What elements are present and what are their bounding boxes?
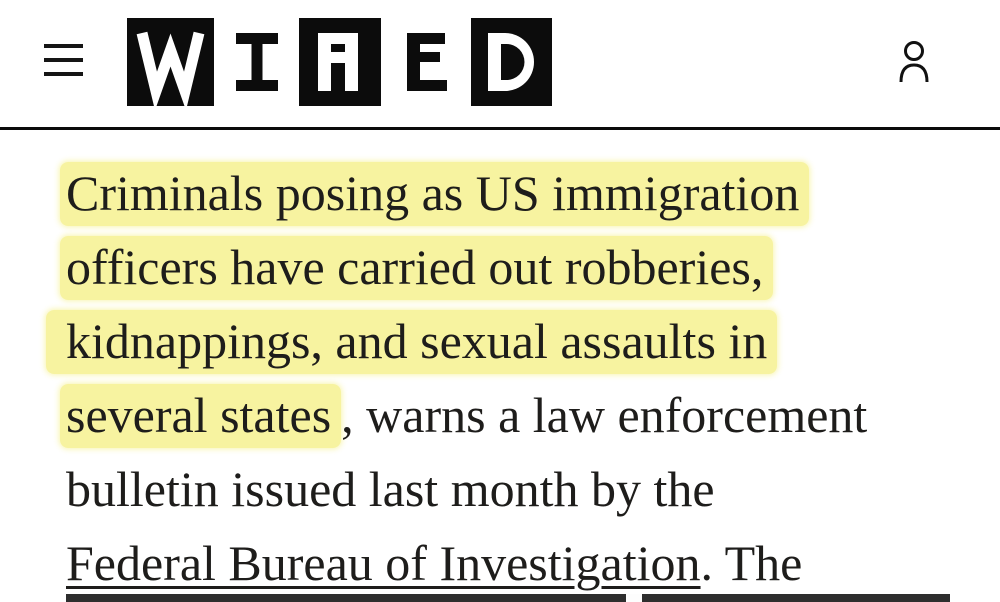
person-icon (899, 41, 929, 83)
article-line: bulletin issued last month by the (66, 452, 970, 526)
body-text: , warns a law enforcement (341, 387, 868, 443)
body-text: bulletin issued last month by the (66, 461, 715, 517)
article-excerpt: Criminals posing as US immigration offic… (0, 130, 1000, 600)
article-line: Criminals posing as US immigration (60, 156, 970, 230)
body-text: . The (700, 535, 803, 591)
logo-letter-e-icon (381, 18, 471, 106)
hamburger-menu-button[interactable] (44, 44, 83, 76)
cut-off-next-line (66, 594, 950, 602)
article-line: officers have carried out robberies, (60, 230, 970, 304)
wired-logo[interactable] (127, 18, 552, 106)
highlighted-text: officers have carried out robberies, (60, 236, 774, 300)
fbi-link[interactable]: Federal Bureau of Investigation (66, 535, 701, 591)
article-line: Federal Bureau of Investigation. The (66, 526, 970, 600)
hamburger-icon (44, 58, 83, 62)
hamburger-icon (44, 72, 83, 76)
highlighted-text: Criminals posing as US immigration (60, 162, 810, 226)
account-button[interactable] (896, 40, 932, 84)
logo-letter-i-icon (214, 18, 299, 106)
highlighted-text: several states (60, 384, 342, 448)
highlighted-text: kidnappings, and sexual assaults in (46, 310, 778, 374)
article-line: several states, warns a law enforcement (60, 378, 970, 452)
hamburger-icon (44, 44, 83, 48)
logo-letter-w-icon (127, 18, 214, 106)
article-line: kidnappings, and sexual assaults in (46, 304, 970, 378)
logo-letter-d-icon (471, 18, 552, 106)
logo-letter-r-icon (299, 18, 381, 106)
site-header (0, 0, 1000, 130)
